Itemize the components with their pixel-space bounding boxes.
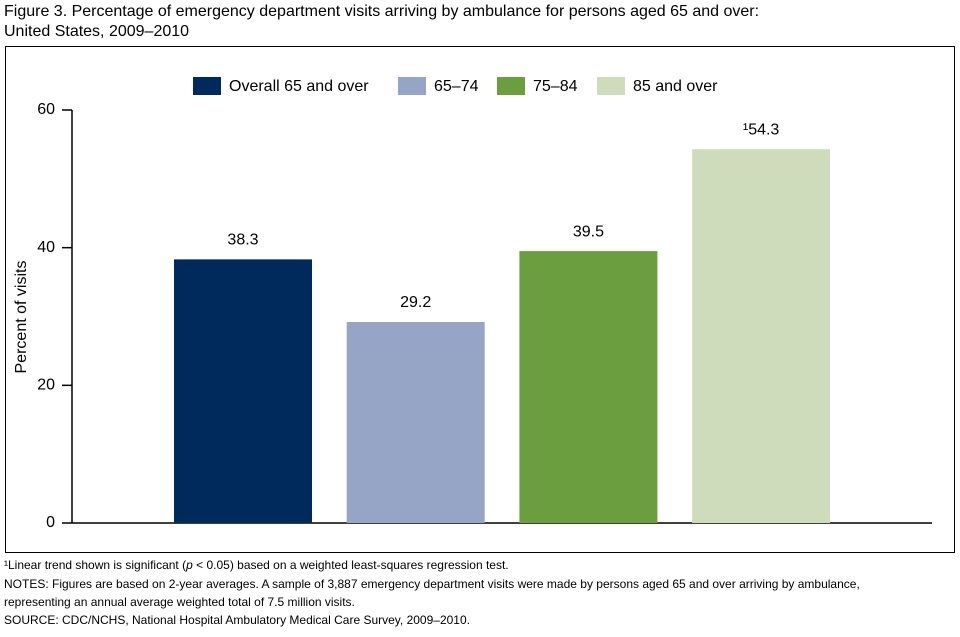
y-tick-label: 40 bbox=[37, 239, 55, 256]
bar bbox=[692, 149, 831, 524]
footnote-part: NOTES: Figures are based on 2-year avera… bbox=[4, 577, 860, 591]
footnote-part: representing an annual average weighted … bbox=[4, 595, 355, 609]
legend-label: 85 and over bbox=[633, 78, 718, 95]
bar bbox=[519, 251, 658, 523]
bar bbox=[346, 322, 485, 523]
value-label: 29.2 bbox=[400, 294, 431, 311]
legend-swatch bbox=[193, 77, 221, 95]
footnote-part: SOURCE: CDC/NCHS, National Hospital Ambu… bbox=[4, 613, 470, 627]
footnote-part: < 0.05) based on a weighted least-square… bbox=[193, 558, 509, 572]
legend-label: 65–74 bbox=[434, 78, 479, 95]
footnote: representing an annual average weighted … bbox=[4, 595, 355, 609]
legend-label: 75–84 bbox=[533, 78, 578, 95]
y-axis-label: Percent of visits bbox=[13, 261, 30, 374]
bar bbox=[174, 259, 312, 523]
legend-swatch bbox=[497, 77, 525, 95]
legend-swatch bbox=[398, 77, 426, 95]
y-tick-label: 60 bbox=[37, 101, 55, 118]
chart-title: Figure 3. Percentage of emergency depart… bbox=[4, 3, 759, 20]
legend-swatch bbox=[597, 77, 625, 95]
y-tick-label: 0 bbox=[46, 514, 55, 531]
legend-label: Overall 65 and over bbox=[229, 78, 369, 95]
footnote-part: ¹Linear trend shown is significant ( bbox=[4, 558, 186, 572]
value-label: 39.5 bbox=[573, 223, 604, 240]
footnote: SOURCE: CDC/NCHS, National Hospital Ambu… bbox=[4, 613, 470, 627]
footnote: ¹Linear trend shown is significant (p < … bbox=[4, 558, 509, 572]
chart-frame bbox=[5, 46, 955, 553]
y-tick-label: 20 bbox=[37, 377, 55, 394]
value-label: ¹54.3 bbox=[743, 121, 780, 138]
footnote: NOTES: Figures are based on 2-year avera… bbox=[4, 577, 860, 591]
chart-title: United States, 2009–2010 bbox=[4, 23, 189, 40]
value-label: 38.3 bbox=[227, 232, 258, 249]
footnote-part: p bbox=[185, 558, 193, 572]
